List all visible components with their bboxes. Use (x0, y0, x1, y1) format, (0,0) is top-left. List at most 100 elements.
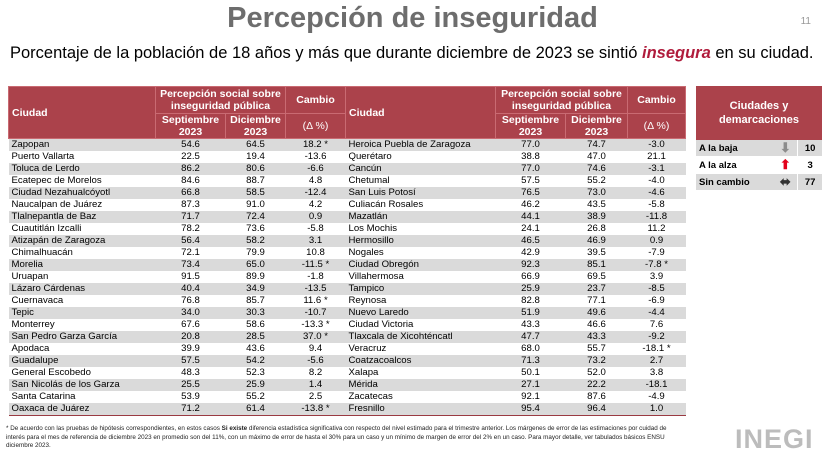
cell-city: Villahermosa (348, 271, 404, 282)
cell-sep: 51.9 (495, 307, 566, 319)
table-row: Heroica Puebla de Zaragoza 77.0 74.7 -3.0 (345, 138, 686, 151)
right-table: Ciudad Percepción social sobre insegurida… (345, 86, 686, 416)
cell-city: Querétaro (348, 151, 392, 162)
cell-sep: 92.1 (521, 391, 540, 402)
inegi-logo: INEGI (735, 424, 814, 454)
cell-sep: 47.7 (495, 331, 566, 343)
cell-sep: 73.4 (155, 259, 226, 271)
footnote-text: * De acuerdo con las pruebas de hipótesi… (6, 425, 222, 432)
subtitle: Porcentaje de la población de 18 años y … (10, 43, 815, 63)
cell-sep: 57.5 (521, 175, 540, 186)
table-row: Ciudad Victoria 43.3 46.6 7.6 (346, 319, 686, 331)
cell-city: San Nicolás de los Garza (8, 379, 156, 391)
cell-change: -10.7 (285, 307, 346, 319)
cell-change: -9.2 (627, 331, 686, 343)
cell-city: Veracruz (348, 343, 387, 354)
cell-dec: 46.6 (587, 319, 606, 330)
footnote: * De acuerdo con las pruebas de hipótesi… (6, 425, 686, 451)
col-change: Cambio (627, 86, 686, 114)
table-row: Zapopan 54.6 64.5 18.2 * (8, 138, 346, 151)
cell-change: 3.9 (649, 271, 664, 282)
cell-sep: 84.6 (181, 175, 200, 186)
cell-dec: 54.2 (225, 355, 286, 367)
cell-change: -5.8 (307, 223, 324, 234)
cell-dec: 49.6 (565, 307, 628, 319)
cell-city: Culiacán Rosales (348, 199, 424, 210)
cell-dec: 58.2 (225, 235, 286, 247)
cell-dec: 61.4 (225, 403, 286, 416)
cell-sep: 95.4 (495, 403, 566, 416)
cell-change: -4.0 (648, 175, 665, 186)
cell-sep: 77.0 (495, 163, 566, 175)
table-row: Fresnillo 95.4 96.4 1.0 (345, 403, 686, 416)
table-row: Atizapán de Zaragoza 56.4 58.2 3.1 (8, 235, 346, 247)
left-table: Ciudad Percepción social sobre insegurida… (8, 86, 346, 416)
legend-label: A la baja (696, 140, 774, 157)
cell-dec: 74.7 (565, 138, 628, 151)
table-row: Tepic 34.0 30.3 -10.7 (8, 307, 346, 319)
cell-dec: 28.5 (225, 331, 286, 343)
cell-city: Hermosillo (345, 235, 496, 247)
cell-city: Cancún (345, 163, 496, 175)
table-row: Culiacán Rosales 46.2 43.5 -5.8 (346, 199, 686, 211)
cell-city: Apodaca (11, 343, 50, 354)
col-sep: Septiembre 2023 (155, 113, 226, 139)
legend-row: A la baja ⬇ 10 (696, 140, 822, 157)
cell-city: Coatzacoalcos (345, 355, 496, 367)
cell-change: -13.3 * (301, 319, 330, 330)
cell-dec: 52.3 (246, 367, 265, 378)
cell-change: -13.5 (285, 283, 346, 295)
cell-dec: 46.9 (565, 235, 628, 247)
legend-count: 10 (797, 140, 822, 157)
cell-change: 3.8 (649, 367, 664, 378)
cell-city: Toluca de Lerdo (8, 163, 156, 175)
table-row: Naucalpan de Juárez 87.3 91.0 4.2 (9, 199, 346, 211)
cell-city: Chimalhuacán (11, 247, 73, 258)
cell-change: 4.2 (308, 199, 323, 210)
cell-dec: 25.9 (225, 379, 286, 391)
page-number: 11 (800, 16, 811, 27)
cell-sep: 91.5 (181, 271, 200, 282)
table-row: Cuernavaca 76.8 85.7 11.6 * (9, 295, 346, 307)
cell-sep: 44.1 (495, 211, 566, 223)
cell-city: Cuautitlán Izcalli (11, 223, 82, 234)
table-row: Cancún 77.0 74.6 -3.1 (345, 163, 686, 175)
table-row: Ecatepec de Morelos 84.6 88.7 4.8 (9, 175, 346, 187)
cell-dec: 74.6 (565, 163, 628, 175)
cell-change: 0.9 (285, 211, 346, 223)
cell-change: 2.5 (308, 391, 323, 402)
cell-sep: 54.6 (155, 138, 226, 151)
cell-change: -18.1 (627, 379, 686, 391)
cell-sep: 40.4 (155, 283, 226, 295)
cell-change: 11.6 * (303, 295, 328, 306)
cell-change: 4.8 (308, 175, 323, 186)
cell-dec: 64.5 (225, 138, 286, 151)
cell-change: -13.6 (304, 151, 327, 162)
table-row: San Nicolás de los Garza 25.5 25.9 1.4 (8, 379, 346, 391)
table-row: Chimalhuacán 72.1 79.9 10.8 (9, 247, 346, 259)
table-row: Uruapan 91.5 89.9 -1.8 (9, 271, 346, 283)
cell-city: Guadalupe (8, 355, 156, 367)
cell-sep: 43.3 (521, 319, 540, 330)
cell-city: Lázaro Cárdenas (8, 283, 156, 295)
cell-sep: 34.0 (155, 307, 226, 319)
cell-change: -6.6 (285, 163, 346, 175)
cell-sep: 71.7 (155, 211, 226, 223)
cell-dec: 47.0 (587, 151, 606, 162)
cell-dec: 77.1 (587, 295, 606, 306)
cell-change: 2.7 (627, 355, 686, 367)
cell-sep: 39.9 (181, 343, 200, 354)
cell-sep: 46.5 (495, 235, 566, 247)
col-dec: Diciembre 2023 (565, 113, 628, 139)
legend-table: Ciudades y demarcaciones A la baja ⬇ 10 A l… (696, 86, 822, 191)
cell-city: Zapopan (8, 138, 156, 151)
cell-change: -3.0 (627, 138, 686, 151)
col-change: Cambio (285, 86, 346, 114)
cell-dec: 58.6 (246, 319, 265, 330)
cell-change: 3.1 (285, 235, 346, 247)
table-row: Ciudad Nezahualcóyotl 66.8 58.5 -12.4 (8, 187, 346, 199)
cell-change: -5.8 (648, 199, 665, 210)
cell-sep: 22.5 (181, 151, 200, 162)
cell-city: Mérida (345, 379, 496, 391)
table-row: Mazatlán 44.1 38.9 -11.8 (345, 211, 686, 223)
